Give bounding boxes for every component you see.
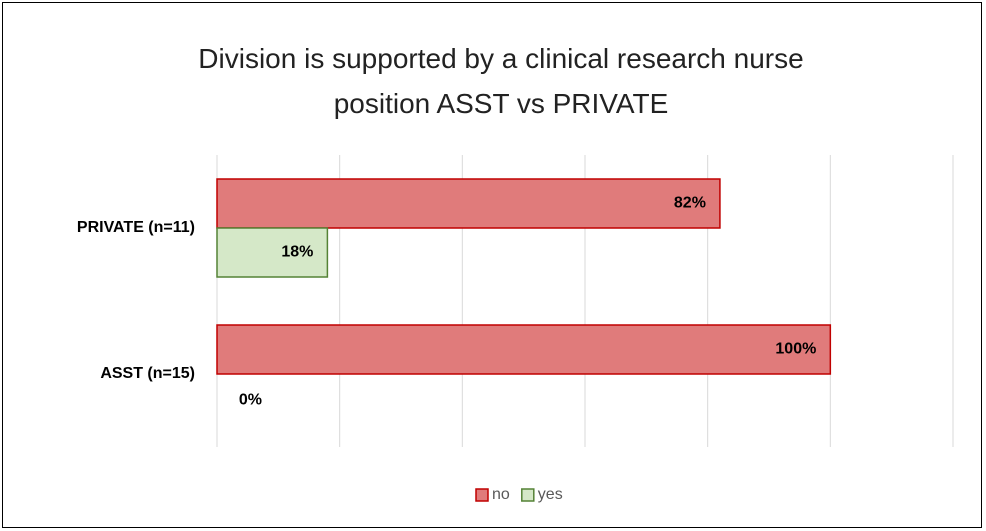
bar	[216, 227, 329, 278]
legend-swatch	[521, 488, 535, 502]
data-label: 82%	[674, 195, 706, 212]
y-tick-label: ASST (n=15)	[100, 365, 195, 382]
legend-label: yes	[538, 486, 563, 503]
y-tick-label: PRIVATE (n=11)	[77, 219, 195, 236]
data-label: 100%	[775, 341, 816, 358]
legend-swatch	[475, 488, 489, 502]
bar	[216, 178, 721, 229]
legend-label: no	[492, 486, 510, 503]
chart-title: Division is supported by a clinical rese…	[198, 43, 804, 119]
data-label: 0%	[239, 392, 262, 409]
data-label: 18%	[281, 244, 313, 261]
bar	[216, 324, 832, 375]
